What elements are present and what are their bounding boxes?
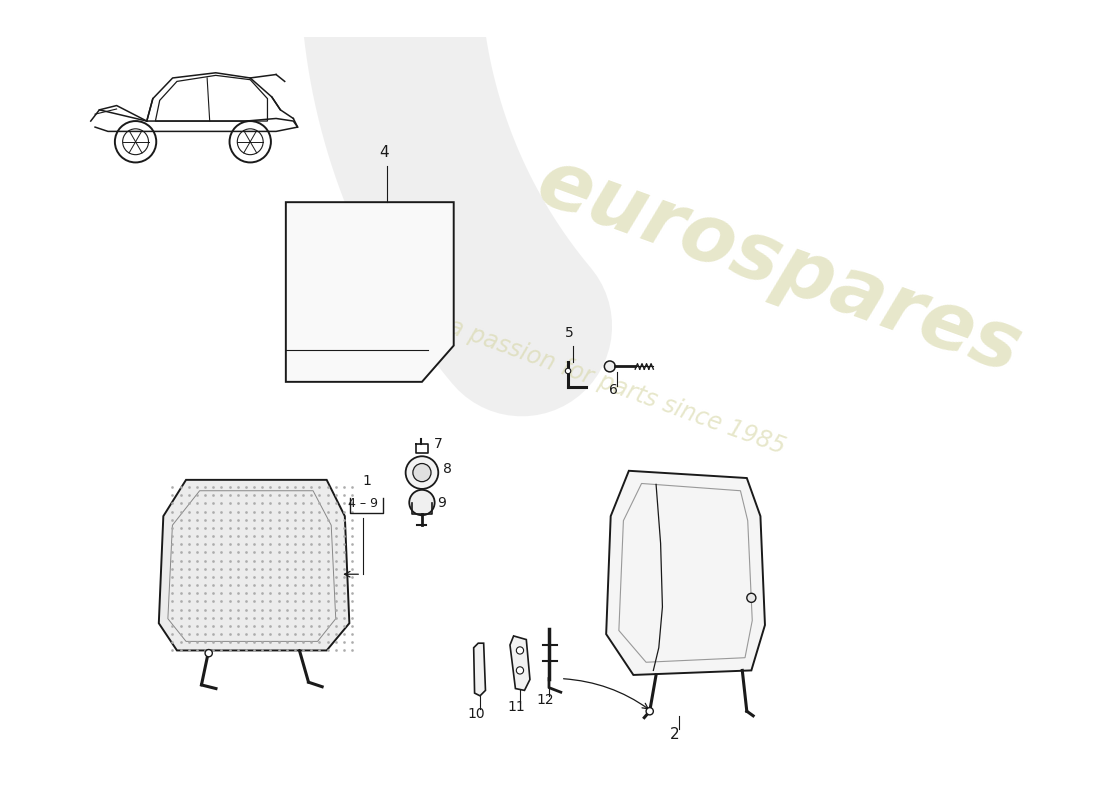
Polygon shape (606, 470, 764, 675)
Circle shape (406, 456, 438, 489)
Circle shape (516, 647, 524, 654)
Text: eurospares: eurospares (526, 142, 1032, 390)
Circle shape (565, 368, 571, 374)
Circle shape (747, 594, 756, 602)
Circle shape (516, 666, 524, 674)
Text: 10: 10 (468, 706, 485, 721)
Polygon shape (474, 643, 485, 696)
Text: 4: 4 (379, 145, 388, 160)
Text: 5: 5 (564, 326, 573, 340)
Circle shape (230, 121, 271, 162)
Text: 1: 1 (362, 474, 371, 488)
Circle shape (205, 650, 212, 657)
Circle shape (412, 463, 431, 482)
Text: 11: 11 (507, 700, 525, 714)
Text: 6: 6 (609, 382, 618, 397)
Text: 12: 12 (537, 693, 554, 707)
Text: 7: 7 (433, 437, 442, 451)
Circle shape (604, 361, 615, 372)
Text: 9: 9 (438, 496, 447, 510)
Polygon shape (510, 636, 530, 690)
Circle shape (646, 708, 653, 715)
Polygon shape (158, 480, 350, 650)
Text: a passion for parts since 1985: a passion for parts since 1985 (444, 315, 789, 459)
Text: 8: 8 (443, 462, 452, 475)
Polygon shape (286, 202, 453, 382)
Circle shape (114, 121, 156, 162)
Text: 2: 2 (670, 727, 680, 742)
Circle shape (409, 490, 434, 515)
Text: 4 – 9: 4 – 9 (348, 497, 378, 510)
